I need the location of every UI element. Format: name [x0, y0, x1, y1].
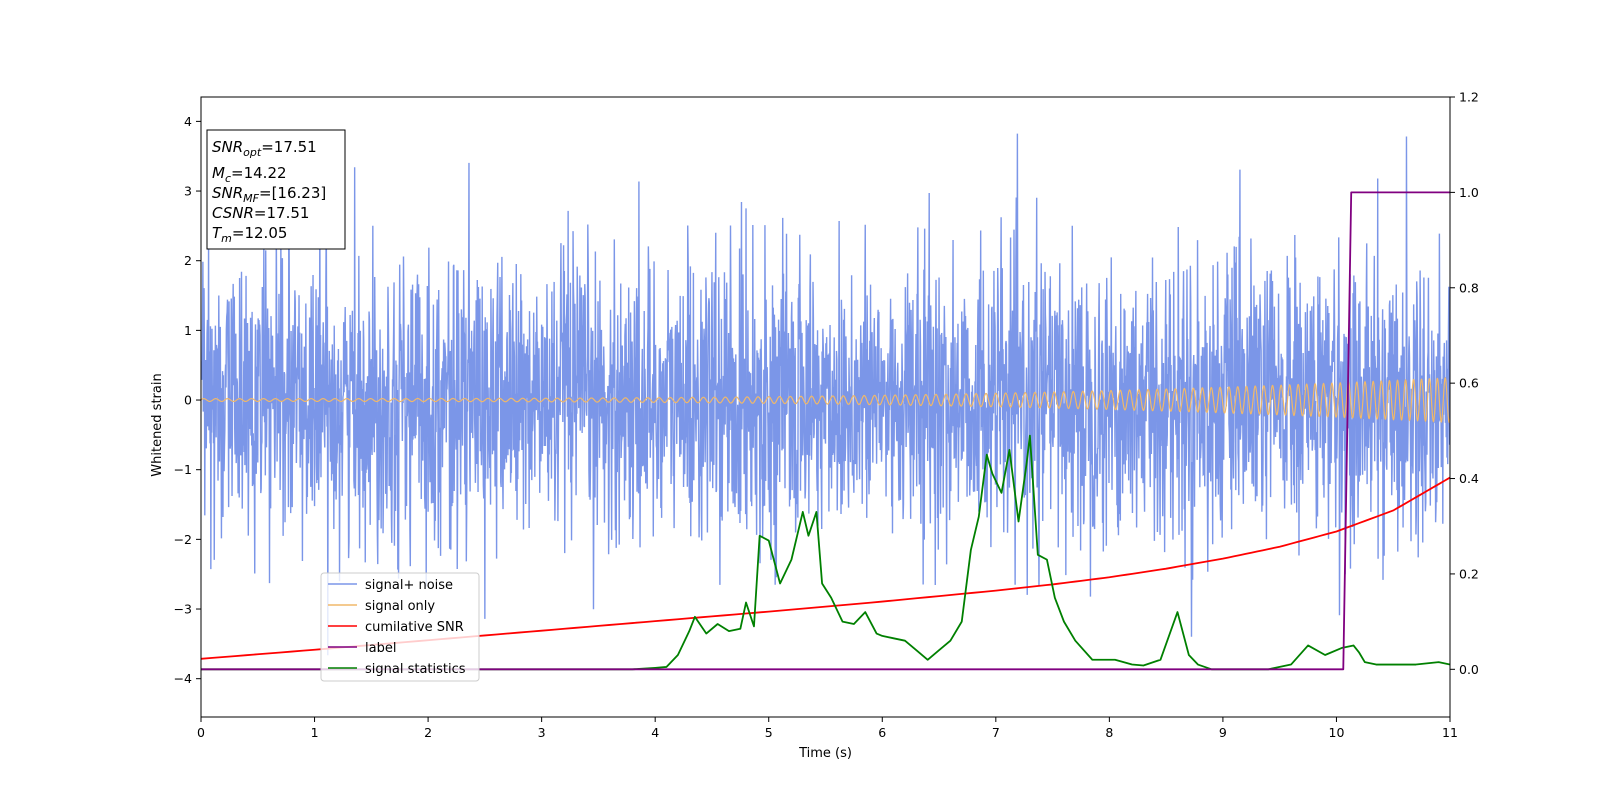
annotation-tm-value: 12.05: [244, 224, 287, 242]
annotation-csnr-value: 17.51: [267, 204, 310, 222]
legend: signal+ noise signal only cumilative SNR…: [320, 572, 480, 682]
x-tick-label: 5: [765, 725, 773, 740]
series-layer: [201, 133, 1450, 671]
y2-tick-label: 0.0: [1459, 662, 1479, 677]
x-tick-label: 1: [311, 725, 319, 740]
annotation-snr-opt-value: 17.51: [274, 138, 317, 156]
annotation-snr-opt: SNRopt=17.51: [212, 138, 317, 159]
annotation-csnr: CSNR=17.51: [212, 204, 309, 222]
x-axis-label: Time (s): [798, 746, 852, 761]
x-tick-label: 2: [424, 725, 432, 740]
y2-tick-label: 0.6: [1459, 376, 1479, 391]
y-tick-label: −1: [174, 462, 192, 477]
annotation-box: SNRopt=17.51 Mc=14.22 SNRMF=[16.23] CSNR…: [206, 129, 346, 250]
annotation-frame: [206, 129, 346, 250]
x-tick-label: 10: [1329, 725, 1345, 740]
series-signal-noise-line: [201, 133, 1450, 656]
plot-frame: [200, 96, 1451, 718]
y-axis-label: Whitened strain: [150, 373, 165, 476]
y-tick-label: 4: [184, 114, 192, 129]
annotation-tm: Tm=12.05: [212, 224, 287, 245]
y-tick-label: −4: [174, 671, 192, 686]
x-tick-label: 8: [1105, 725, 1113, 740]
x-tick-label: 9: [1219, 725, 1227, 740]
y-tick-label: 3: [184, 184, 192, 199]
annotation-snr-mf: SNRMF=[16.23]: [212, 184, 326, 205]
y-tick-label: 1: [184, 323, 192, 338]
legend-label-signal-noise: signal+ noise: [365, 578, 453, 593]
legend-frame: [320, 572, 480, 682]
annotation-mc: Mc=14.22: [212, 164, 287, 185]
y-tick-label: 2: [184, 253, 192, 268]
y2-tick-label: 0.4: [1459, 471, 1479, 486]
x-tick-label: 7: [992, 725, 1000, 740]
legend-label-signal-only: signal only: [365, 599, 435, 614]
y2-tick-label: 0.8: [1459, 280, 1479, 295]
legend-label-label: label: [365, 641, 396, 656]
axis-layer: 0 1 2 3 4 5 6 7 8 9 10 11 −4 −3 −2 −1 0 1 2 3 4 0.0 0.2 0.4 0.6 0…: [174, 90, 1479, 741]
series-label-line: [201, 191, 1450, 671]
series-cumulative-snr-line: [201, 476, 1450, 660]
y2-tick-label: 0.2: [1459, 566, 1479, 581]
series-signal-only-line: [201, 376, 1450, 424]
x-tick-label: 0: [197, 725, 205, 740]
y2-tick-label: 1.0: [1459, 185, 1479, 200]
y-tick-label: −2: [174, 532, 192, 547]
x-tick-label: 3: [538, 725, 546, 740]
annotation-mc-value: 14.22: [244, 164, 287, 182]
y-tick-label: 0: [184, 393, 192, 408]
y-tick-label: −3: [174, 602, 192, 617]
legend-label-signal-statistics: signal statistics: [365, 662, 466, 677]
legend-label-cumulative-snr: cumilative SNR: [365, 620, 464, 635]
x-tick-label: 11: [1442, 725, 1458, 740]
x-tick-label: 4: [651, 725, 659, 740]
x-tick-label: 6: [878, 725, 886, 740]
annotation-snr-mf-value: [16.23]: [272, 184, 327, 202]
y2-tick-label: 1.2: [1459, 90, 1479, 105]
